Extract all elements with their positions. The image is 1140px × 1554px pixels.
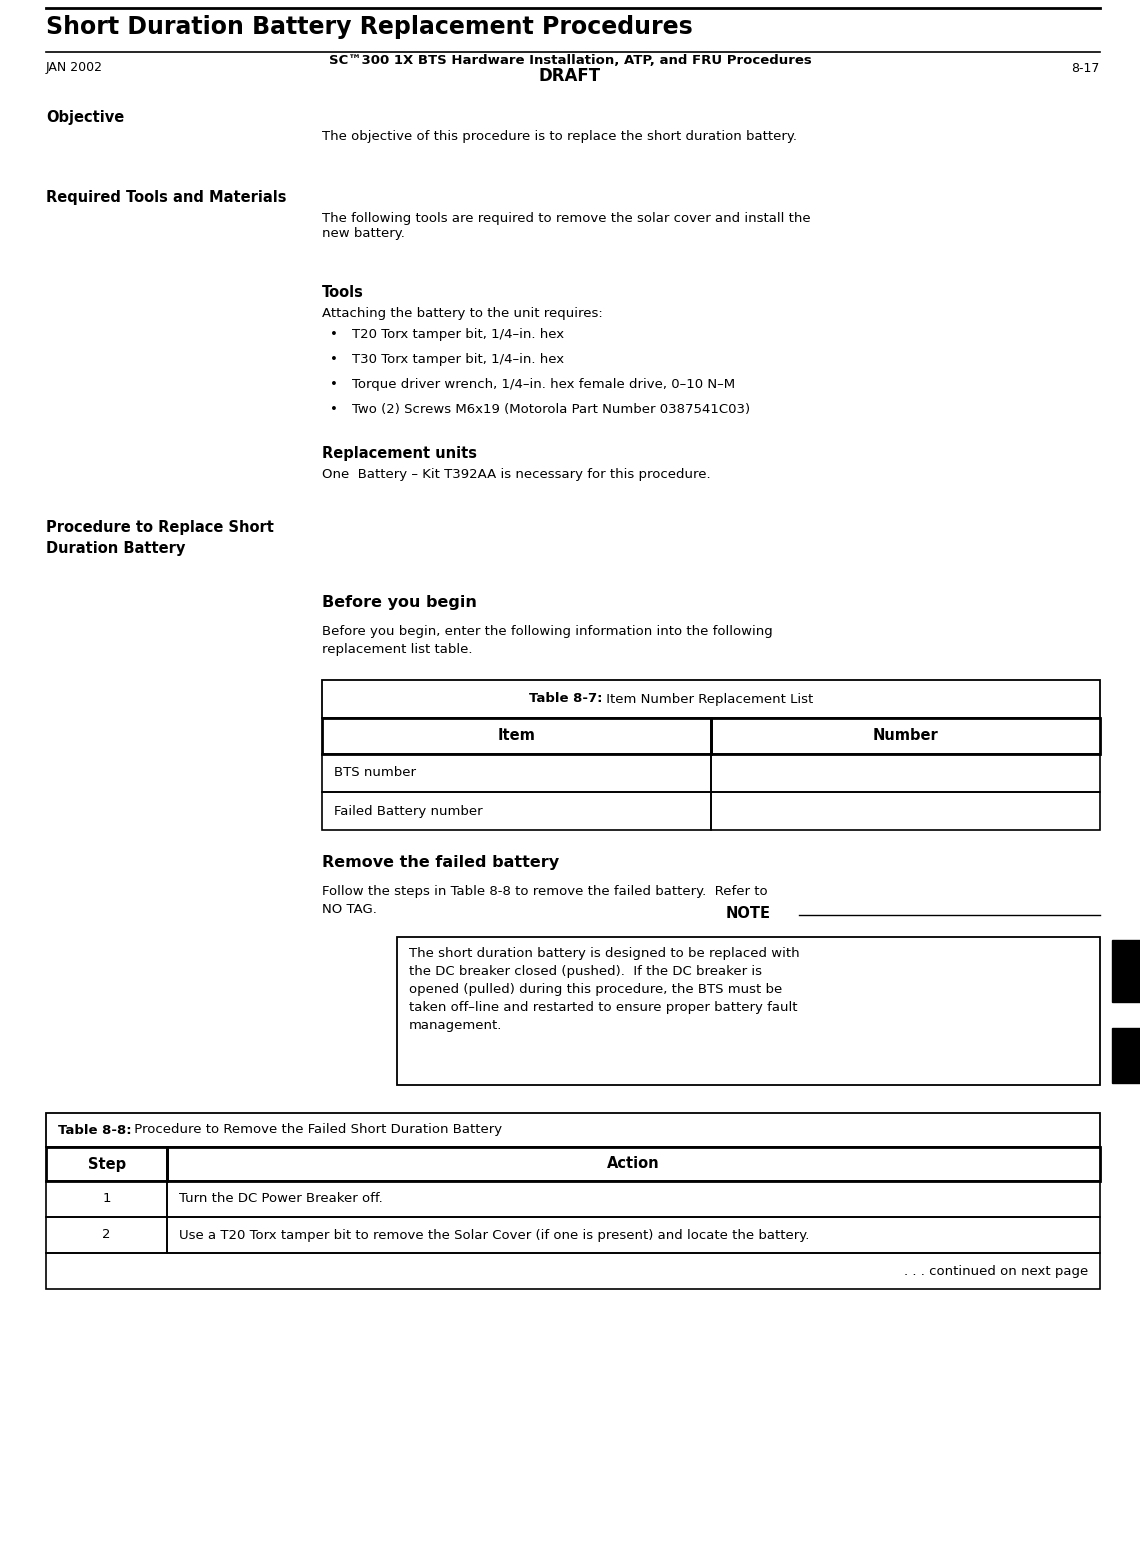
Text: 2: 2 (103, 1229, 111, 1242)
Text: Action: Action (608, 1156, 660, 1172)
Bar (46, 1147, 168, 1181)
Bar (46, 1217, 168, 1253)
Bar (46, 1253, 1100, 1288)
Text: DRAFT: DRAFT (539, 67, 601, 85)
Text: JAN 2002: JAN 2002 (46, 62, 103, 75)
Text: Before you begin: Before you begin (321, 595, 477, 611)
Text: SC™300 1X BTS Hardware Installation, ATP, and FRU Procedures: SC™300 1X BTS Hardware Installation, ATP… (328, 53, 812, 67)
Bar (168, 1181, 1100, 1217)
Bar (1112, 1029, 1140, 1083)
Text: T20 Torx tamper bit, 1/4–in. hex: T20 Torx tamper bit, 1/4–in. hex (352, 328, 564, 340)
Text: . . . continued on next page: . . . continued on next page (904, 1265, 1088, 1277)
Text: Use a T20 Torx tamper bit to remove the Solar Cover (if one is present) and loca: Use a T20 Torx tamper bit to remove the … (179, 1229, 809, 1242)
Text: The following tools are required to remove the solar cover and install the
new b: The following tools are required to remo… (321, 211, 811, 239)
Text: Table 8-7:: Table 8-7: (529, 693, 602, 706)
Bar (168, 1147, 1100, 1181)
Bar (1112, 940, 1140, 1002)
Bar (46, 1113, 1100, 1147)
Text: Required Tools and Materials: Required Tools and Materials (46, 190, 286, 205)
Text: Torque driver wrench, 1/4–in. hex female drive, 0–10 N–M: Torque driver wrench, 1/4–in. hex female… (352, 378, 735, 392)
Text: •: • (329, 328, 337, 340)
Text: One  Battery – Kit T392AA is necessary for this procedure.: One Battery – Kit T392AA is necessary fo… (321, 468, 710, 482)
Text: Before you begin, enter the following information into the following
replacement: Before you begin, enter the following in… (321, 625, 773, 656)
Bar (168, 1217, 1100, 1253)
Text: 8: 8 (1119, 1068, 1132, 1086)
Text: NOTE: NOTE (726, 906, 771, 922)
Text: BTS number: BTS number (334, 766, 416, 780)
Text: 8-17: 8-17 (1072, 62, 1100, 75)
Text: Procedure to Replace Short
Duration Battery: Procedure to Replace Short Duration Batt… (46, 521, 274, 556)
Text: Table 8-8:: Table 8-8: (58, 1124, 131, 1136)
Text: The objective of this procedure is to replace the short duration battery.: The objective of this procedure is to re… (321, 131, 797, 143)
Text: The short duration battery is designed to be replaced with
the DC breaker closed: The short duration battery is designed t… (409, 946, 799, 1032)
Bar (46, 1181, 168, 1217)
Bar (321, 793, 711, 830)
Text: Item Number Replacement List: Item Number Replacement List (602, 693, 813, 706)
Text: T30 Torx tamper bit, 1/4–in. hex: T30 Torx tamper bit, 1/4–in. hex (352, 353, 564, 367)
Text: •: • (329, 402, 337, 416)
Text: Objective: Objective (46, 110, 124, 124)
Text: Two (2) Screws M6x19 (Motorola Part Number 0387541C03): Two (2) Screws M6x19 (Motorola Part Numb… (352, 402, 750, 416)
Text: Attaching the battery to the unit requires:: Attaching the battery to the unit requir… (321, 308, 603, 320)
Text: Follow the steps in Table 8-8 to remove the failed battery.  Refer to
NO TAG.: Follow the steps in Table 8-8 to remove … (321, 884, 767, 915)
Text: Short Duration Battery Replacement Procedures: Short Duration Battery Replacement Proce… (46, 16, 693, 39)
Text: Tools: Tools (321, 284, 364, 300)
Bar (321, 718, 711, 754)
Text: 1: 1 (103, 1192, 111, 1206)
Bar (711, 754, 1100, 793)
Text: Replacement units: Replacement units (321, 446, 477, 462)
Text: Number: Number (872, 729, 938, 743)
Text: Item: Item (497, 729, 536, 743)
Bar (321, 754, 711, 793)
Text: •: • (329, 378, 337, 392)
Text: Procedure to Remove the Failed Short Duration Battery: Procedure to Remove the Failed Short Dur… (130, 1124, 502, 1136)
Text: Step: Step (88, 1156, 125, 1172)
Bar (397, 937, 1100, 1085)
Bar (711, 718, 1100, 754)
Text: Turn the DC Power Breaker off.: Turn the DC Power Breaker off. (179, 1192, 383, 1206)
Text: Failed Battery number: Failed Battery number (334, 805, 482, 817)
Bar (711, 793, 1100, 830)
Text: •: • (329, 353, 337, 367)
Bar (321, 681, 1100, 718)
Text: Remove the failed battery: Remove the failed battery (321, 855, 559, 870)
